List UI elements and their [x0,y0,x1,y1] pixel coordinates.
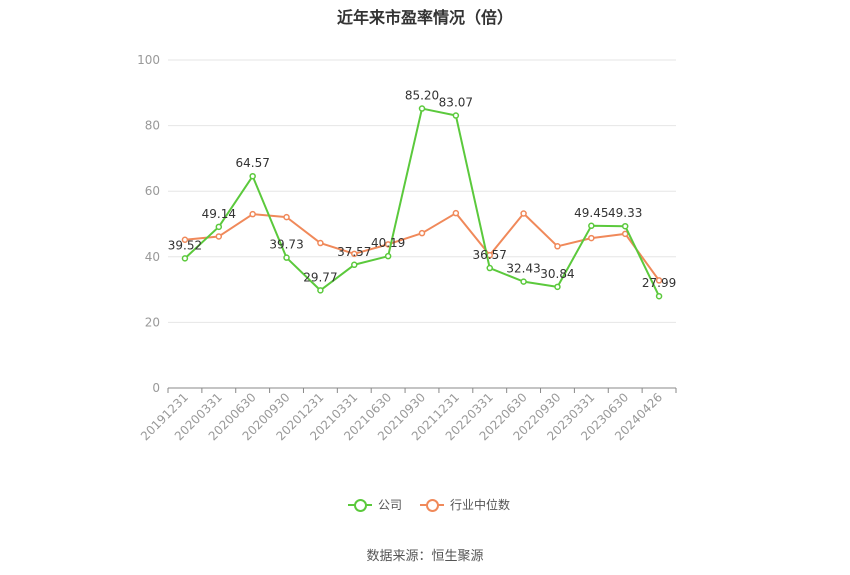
company-data-label: 49.14 [202,207,236,221]
industry-point [520,210,527,217]
industry-point [283,213,290,221]
company-data-label: 29.77 [303,270,337,284]
company-point [520,278,527,285]
pe-ratio-line-chart: 0204060801002019123120200331202006302020… [137,53,677,443]
industry-point [554,243,561,250]
industry-point [215,233,223,240]
axes: 0204060801002019123120200331202006302020… [137,53,677,443]
company-point [452,112,460,119]
legend-item-industry[interactable]: 行业中位数 [420,496,510,513]
chart-title: 近年来市盈率情况（倍） [336,8,513,27]
legend-industry-label: 行业中位数 [450,498,511,512]
company-data-label: 39.73 [269,238,303,252]
y-tick-label: 100 [137,53,160,67]
y-tick-label: 20 [145,315,160,329]
y-tick-label: 60 [145,184,160,198]
industry-point [655,277,663,284]
company-point [621,222,629,230]
industry-point [181,236,189,243]
legend: 公司 行业中位数 [348,496,510,513]
data-source: 数据来源：恒生聚源 [366,549,484,564]
industry-point [452,209,460,217]
y-tick-label: 40 [145,250,160,264]
legend-item-company[interactable]: 公司 [348,496,402,513]
series [181,105,663,300]
company-point [588,222,595,230]
company-point [215,223,223,231]
company-data-label: 64.57 [235,156,269,170]
company-point [283,254,290,261]
industry-point [351,250,358,258]
industry-series-line [184,212,660,282]
legend-company-marker-icon [348,498,372,512]
gridlines [168,59,676,323]
industry-point [249,210,256,218]
company-data-label: 30.84 [540,267,574,281]
company-point [384,252,392,260]
company-data-label: 49.45 [574,206,608,220]
company-series-line [184,107,660,297]
company-point [554,283,561,291]
company-data-label: 37.57 [337,245,371,259]
company-data-label: 83.07 [439,96,473,110]
company-point [486,264,493,272]
y-tick-label: 80 [145,119,160,133]
company-point [418,105,426,112]
company-point [317,287,324,294]
industry-point [621,230,629,238]
legend-company-label: 公司 [378,498,403,512]
company-data-label: 85.20 [405,89,439,103]
company-data-label: 27.99 [642,276,676,290]
company-data-label: 40.19 [371,236,405,250]
company-point [181,255,189,262]
company-point [249,172,256,180]
industry-point [317,239,324,247]
company-data-label: 32.43 [506,262,540,276]
industry-point [588,234,595,242]
industry-point [418,229,426,237]
company-data-label: 36.57 [473,248,507,262]
company-point [351,261,358,269]
y-tick-label: 0 [152,381,160,395]
company-point [655,292,663,300]
company-data-label: 49.33 [608,206,642,220]
legend-industry-marker-icon [420,498,445,512]
company-data-label: 39.52 [168,238,202,252]
